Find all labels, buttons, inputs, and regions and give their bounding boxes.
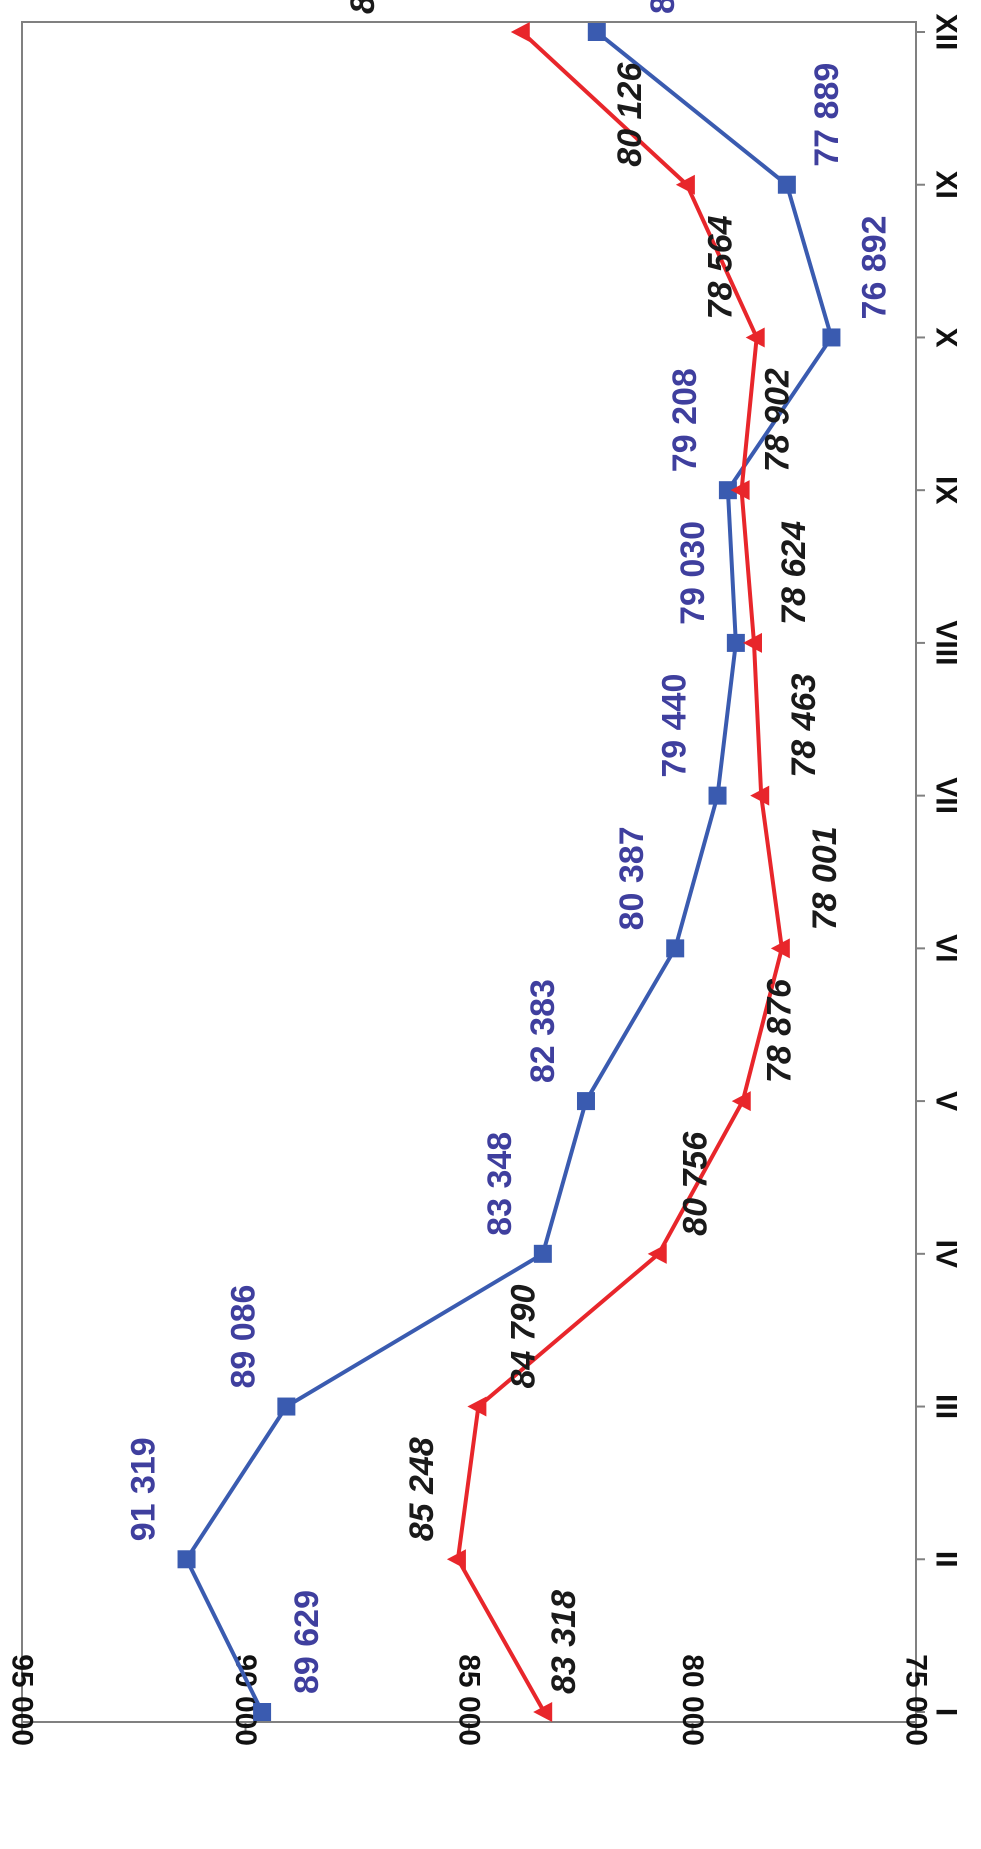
red-data-label: 78 001 bbox=[806, 826, 844, 930]
red-data-label: 78 463 bbox=[785, 674, 823, 778]
square-marker bbox=[777, 175, 796, 194]
red-data-label: 85 248 bbox=[403, 1437, 441, 1541]
square-marker bbox=[253, 1703, 272, 1721]
square-marker bbox=[822, 328, 841, 347]
triangle-marker bbox=[730, 480, 750, 501]
month-tick-label: IX bbox=[930, 476, 963, 504]
month-tick-label: XII bbox=[930, 14, 963, 51]
value-tick-label: 75 000 bbox=[900, 1654, 933, 1746]
triangle-marker bbox=[750, 785, 770, 806]
square-marker bbox=[277, 1397, 296, 1416]
triangle-marker bbox=[743, 632, 763, 653]
triangle-marker bbox=[446, 1549, 466, 1570]
blue-data-label: 79 440 bbox=[656, 674, 694, 778]
triangle-marker bbox=[647, 1243, 667, 1264]
triangle-marker bbox=[533, 1702, 553, 1722]
value-tick-label: 85 000 bbox=[453, 1654, 486, 1746]
month-tick-label: IV bbox=[930, 1240, 963, 1268]
month-tick-label: VII bbox=[930, 777, 963, 814]
triangle-marker bbox=[731, 1091, 751, 1112]
square-marker bbox=[587, 23, 606, 41]
data-labels-layer: 89 629 91 319 89 086 83 348 82 383 80 387 79 4… bbox=[125, 0, 894, 1694]
square-marker bbox=[726, 633, 745, 652]
value-tick-label: 80 000 bbox=[676, 1654, 709, 1746]
square-marker bbox=[666, 939, 685, 958]
red-data-label: 80 126 bbox=[611, 62, 649, 167]
red-data-label: 78 564 bbox=[702, 215, 740, 319]
blue-series-line bbox=[184, 30, 834, 1713]
red-data-label: 83 318 bbox=[545, 1590, 583, 1694]
month-tick-label: VIII bbox=[930, 620, 963, 665]
square-marker bbox=[177, 1550, 196, 1569]
blue-data-label: 83 348 bbox=[481, 1132, 519, 1236]
triangle-marker bbox=[467, 1396, 487, 1417]
month-tick-label: II bbox=[930, 1551, 963, 1568]
month-tick-label: I bbox=[930, 1708, 963, 1716]
month-tick-label: VI bbox=[930, 934, 963, 962]
blue-data-label: 79 208 bbox=[666, 368, 704, 472]
square-marker bbox=[533, 1244, 552, 1263]
month-tick-label: X bbox=[930, 327, 963, 347]
markers-layer bbox=[177, 22, 841, 1722]
red-data-label: 80 756 bbox=[677, 1131, 715, 1236]
red-series-line bbox=[455, 30, 784, 1713]
blue-data-label: 89 629 bbox=[288, 1590, 326, 1694]
square-marker bbox=[718, 481, 737, 500]
blue-data-label: 80 387 bbox=[613, 826, 651, 930]
blue-data-label: 79 030 bbox=[674, 521, 712, 625]
square-marker bbox=[576, 1092, 595, 1111]
triangle-marker bbox=[770, 938, 790, 959]
month-tick-label: XI bbox=[930, 171, 963, 199]
blue-data-label: 82 141 bbox=[644, 0, 682, 14]
blue-data-label: 82 383 bbox=[524, 979, 562, 1083]
square-marker bbox=[708, 786, 727, 805]
triangle-marker bbox=[675, 174, 695, 195]
plot-area bbox=[21, 21, 917, 1723]
red-data-label: 78 624 bbox=[775, 521, 813, 625]
blue-data-label: 76 892 bbox=[855, 215, 893, 319]
value-tick-label: 95 000 bbox=[6, 1654, 39, 1746]
month-tick-label: V bbox=[930, 1091, 963, 1111]
red-data-label: 83 819 bbox=[344, 0, 382, 14]
red-data-label: 78 876 bbox=[761, 978, 799, 1083]
series-lines-layer bbox=[184, 30, 834, 1713]
red-data-label: 78 902 bbox=[759, 368, 797, 472]
blue-data-label: 89 086 bbox=[224, 1285, 262, 1389]
triangle-marker bbox=[510, 22, 530, 42]
blue-data-label: 91 319 bbox=[125, 1437, 163, 1541]
blue-data-label: 77 889 bbox=[808, 63, 846, 167]
red-data-label: 84 790 bbox=[504, 1284, 542, 1388]
triangle-marker bbox=[745, 327, 765, 348]
month-tick-label: III bbox=[930, 1394, 963, 1419]
